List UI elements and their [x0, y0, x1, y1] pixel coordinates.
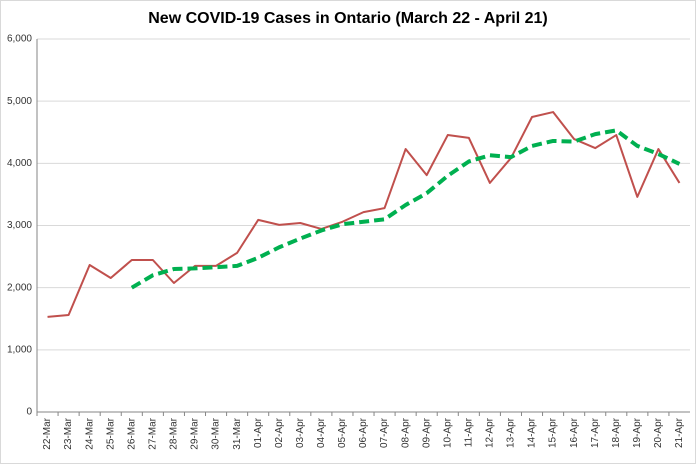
- x-tick-label: 25-Mar: [105, 417, 116, 449]
- y-tick-label: 4,000: [7, 158, 32, 169]
- x-tick-label: 01-Apr: [253, 417, 264, 448]
- chart-title: New COVID-19 Cases in Ontario (March 22 …: [148, 10, 548, 27]
- x-tick-label: 06-Apr: [358, 417, 369, 448]
- x-tick-label: 31-Mar: [232, 417, 243, 449]
- x-tick-label: 13-Apr: [506, 417, 517, 448]
- series-line: [130, 128, 681, 290]
- series-line: [47, 111, 681, 318]
- x-tick-label: 19-Apr: [632, 417, 643, 448]
- x-tick-label: 03-Apr: [295, 417, 306, 448]
- x-tick-label: 11-Apr: [463, 417, 474, 447]
- x-tick-label: 14-Apr: [527, 417, 538, 448]
- y-tick-label: 5,000: [7, 96, 32, 107]
- x-tick-label: 12-Apr: [485, 417, 496, 448]
- x-tick-label: 27-Mar: [147, 417, 158, 449]
- x-tick-label: 05-Apr: [337, 417, 348, 448]
- x-tick-label: 20-Apr: [653, 417, 664, 448]
- x-tick-label: 18-Apr: [611, 417, 622, 448]
- y-tick-label: 2,000: [7, 282, 32, 293]
- x-tick-label: 09-Apr: [421, 417, 432, 448]
- x-tick-label: 02-Apr: [274, 417, 285, 448]
- x-tick-label: 29-Mar: [190, 417, 201, 449]
- x-tick-label: 07-Apr: [379, 417, 390, 448]
- x-tick-label: 08-Apr: [400, 417, 411, 448]
- y-tick-label: 3,000: [7, 220, 32, 231]
- y-tick-label: 0: [26, 407, 32, 418]
- x-tick-label: 04-Apr: [316, 417, 327, 448]
- y-tick-label: 1,000: [7, 344, 32, 355]
- x-tick-label: 28-Mar: [169, 417, 180, 449]
- x-tick-label: 23-Mar: [63, 417, 74, 449]
- x-tick-label: 24-Mar: [84, 417, 95, 449]
- x-tick-label: 26-Mar: [126, 417, 137, 449]
- x-tick-label: 16-Apr: [569, 417, 580, 448]
- y-tick-label: 6,000: [7, 34, 32, 45]
- x-tick-label: 22-Mar: [42, 417, 53, 449]
- x-tick-label: 15-Apr: [548, 417, 559, 448]
- x-tick-label: 30-Mar: [211, 417, 222, 449]
- x-tick-label: 17-Apr: [590, 417, 601, 448]
- x-tick-label: 10-Apr: [442, 417, 453, 448]
- x-tick-label: 21-Apr: [674, 417, 685, 448]
